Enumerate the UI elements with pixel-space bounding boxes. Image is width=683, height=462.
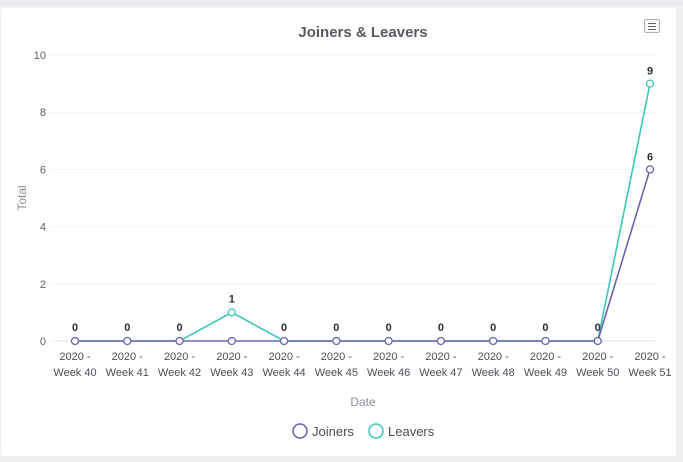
chart-menu-button[interactable] [644,19,660,33]
data-label: 0 [176,322,182,334]
x-tick-label-line2: Week 42 [158,367,201,379]
data-point-leavers [227,308,236,317]
y-tick-label: 0 [40,336,46,348]
gridlines [50,54,655,342]
x-tick-label-line1: 2020 - [373,351,405,363]
x-tick-label-line2: Week 47 [419,367,462,379]
data-label: 0 [542,322,548,334]
data-label: 1 [229,293,235,305]
legend-label-leavers: Leavers [388,424,435,439]
y-tick-label: 8 [40,107,46,119]
chart-title: Joiners & Leavers [298,24,427,41]
x-tick-label-line1: 2020 - [321,351,353,363]
data-point-joiners [593,336,602,346]
x-tick-label-line2: Week 48 [472,367,515,379]
x-tick-label-line2: Week 51 [628,367,671,379]
data-point-joiners [384,336,393,346]
legend-marker-joiners [292,423,308,439]
data-label-joiners: 6 [647,151,653,163]
data-point-joiners [541,336,550,346]
x-tick-label-line2: Week 40 [53,367,96,379]
x-tick-label-line1: 2020 - [530,351,562,363]
series-lines [75,83,651,342]
data-label: 0 [72,322,78,334]
x-tick-label-line1: 2020 - [164,351,196,363]
x-tick-label-line1: 2020 - [112,351,144,363]
y-tick-label: 4 [40,222,46,234]
data-label: 0 [333,322,339,334]
data-labels: 0 0 0 1 0 0 0 0 0 0 0 9 6 [72,66,653,334]
y-tick-label: 2 [40,279,46,291]
x-tick-label-line1: 2020 - [425,351,457,363]
x-axis-label: Date [350,395,376,409]
data-label: 0 [281,322,287,334]
y-tick-labels: 0 2 4 6 8 10 [34,50,46,348]
data-label: 0 [595,322,601,334]
data-point-joiners [436,336,446,346]
x-tick-label-line1: 2020 - [582,351,614,363]
data-point-joiners [645,165,655,174]
data-point-joiners [279,336,289,346]
data-label: 0 [124,322,130,334]
x-tick-labels: 2020 - Week 40 2020 - Week 41 2020 - Week 42 2… [53,351,671,379]
data-point-leavers [645,79,655,88]
data-point-joiners [489,336,498,346]
series-points [70,79,655,346]
data-point-joiners [175,336,184,346]
x-tick-label-line2: Week 45 [315,367,358,379]
hamburger-icon [648,23,656,24]
x-tick-label-line1: 2020 - [478,351,510,363]
y-axis-label: Total [15,185,29,210]
data-label: 0 [438,322,444,334]
x-tick-label-line1: 2020 - [216,351,248,363]
x-tick-label-line2: Week 44 [262,367,305,379]
x-tick-label-line2: Week 43 [210,367,253,379]
top-strip [0,0,683,6]
legend: Joiners Leavers [292,423,435,439]
y-tick-label: 10 [34,50,46,62]
legend-label-joiners: Joiners [312,424,354,439]
x-tick-label-line1: 2020 - [634,351,666,363]
chart-card [1,8,676,456]
legend-marker-leavers [368,423,384,439]
x-tick-label-line2: Week 50 [576,367,619,379]
series-line-leavers [75,83,651,342]
y-tick-label: 6 [40,164,46,176]
x-tick-label-line1: 2020 - [59,351,91,363]
data-point-joiners [332,336,341,346]
data-point-joiners [70,336,80,346]
data-label: 0 [386,322,392,334]
hamburger-icon-bar [648,29,656,30]
x-tick-label-line2: Week 41 [106,367,149,379]
data-point-joiners [123,336,132,346]
hamburger-icon-bar [648,26,656,27]
x-tick-label-line1: 2020 - [268,351,300,363]
data-label: 0 [490,322,496,334]
x-tick-label-line2: Week 49 [524,367,567,379]
data-point-joiners [227,336,236,346]
data-label-leavers: 9 [647,66,653,78]
series-line-joiners [75,169,651,342]
x-tick-label-line2: Week 46 [367,367,410,379]
